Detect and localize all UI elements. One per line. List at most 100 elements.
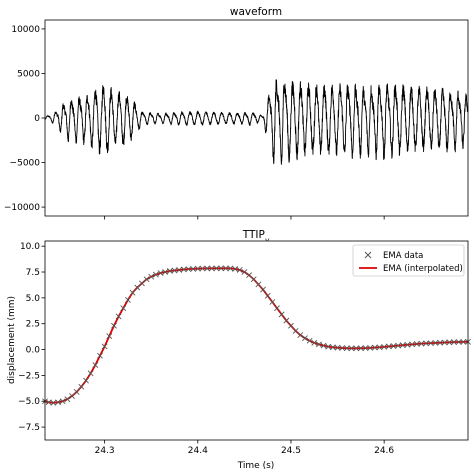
ema-data-point bbox=[367, 344, 374, 351]
ema-data-point bbox=[106, 333, 113, 340]
ema-data-point bbox=[101, 343, 108, 350]
ema-data-point bbox=[97, 352, 103, 359]
ttip-x-tick-label: 24.3 bbox=[95, 446, 115, 456]
ema-data-point bbox=[255, 281, 262, 288]
ema-data-point bbox=[297, 332, 304, 338]
ema-data-point bbox=[371, 344, 378, 351]
ema-data-point bbox=[176, 267, 183, 273]
ema-data-point bbox=[222, 265, 229, 272]
ema-data-point bbox=[283, 317, 290, 324]
ema-data-point bbox=[409, 341, 416, 348]
ema-data-point bbox=[264, 292, 271, 299]
ttip-y-tick-label: −7.5 bbox=[18, 423, 40, 433]
ttip-y-tick-label: 7.5 bbox=[26, 268, 40, 278]
ema-data-point bbox=[343, 345, 350, 352]
ema-data-point bbox=[162, 269, 169, 275]
ema-data-point bbox=[241, 269, 248, 275]
ema-data-point bbox=[353, 345, 360, 352]
ema-data-point bbox=[446, 339, 453, 346]
ema-data-point bbox=[427, 340, 434, 347]
ema-data-point bbox=[362, 345, 369, 352]
ema-data-point bbox=[246, 272, 252, 279]
ttip-frame bbox=[44, 240, 469, 441]
waveform-plot bbox=[44, 79, 469, 165]
legend-label-ema-interpolated: EMA (interpolated) bbox=[383, 264, 463, 274]
ema-data-point bbox=[381, 343, 388, 350]
waveform-y-tick-label: 5000 bbox=[17, 69, 40, 79]
ema-data-point bbox=[199, 265, 206, 272]
ema-data-point bbox=[120, 305, 127, 312]
ema-data-point bbox=[292, 328, 299, 334]
ema-data-point bbox=[152, 271, 159, 278]
ema-data-point bbox=[316, 341, 322, 348]
ttip-y-tick-label: −2.5 bbox=[18, 371, 40, 381]
ema-data-point bbox=[111, 322, 117, 329]
ema-data-point bbox=[59, 398, 66, 405]
ttip-x-tick-label: 24.5 bbox=[281, 446, 301, 456]
legend-box bbox=[352, 244, 465, 277]
ema-data-point bbox=[50, 399, 57, 406]
ema-data-point bbox=[404, 341, 411, 348]
ema-data-point bbox=[455, 339, 462, 345]
ema-data-point bbox=[129, 289, 136, 296]
ema-data-point bbox=[357, 345, 364, 352]
waveform-y-tick-label: 0 bbox=[34, 114, 40, 124]
ttip-y-tick-label: 5.0 bbox=[26, 294, 41, 304]
ema-data-point bbox=[87, 370, 94, 377]
ttip-plot bbox=[42, 265, 471, 406]
ema-data-point bbox=[45, 399, 52, 406]
ema-data-point bbox=[236, 267, 243, 273]
ttip-axes: 10.0 7.5 5.0 2.5 0.0 −2.5 −5.0 −7.5 24.3 24.4 24.5… bbox=[18, 242, 394, 456]
ema-data-point bbox=[413, 341, 420, 347]
ema-data-point bbox=[125, 297, 131, 303]
ema-data-point bbox=[232, 265, 238, 272]
ema-data-point bbox=[250, 276, 257, 283]
waveform-line bbox=[44, 79, 469, 165]
ema-data-point bbox=[55, 399, 61, 406]
ema-data-point bbox=[115, 313, 122, 320]
ema-data-point bbox=[185, 266, 192, 273]
ema-data-point bbox=[78, 383, 85, 390]
ema-data-point bbox=[418, 340, 425, 347]
ema-data-point bbox=[390, 343, 397, 349]
ema-data-point bbox=[73, 389, 80, 395]
ema-data-point bbox=[348, 345, 355, 352]
ema-data-point bbox=[395, 342, 402, 349]
x-axis-label: Time (s) bbox=[237, 461, 275, 471]
waveform-title: waveform bbox=[230, 6, 282, 18]
ema-data-point bbox=[311, 339, 318, 346]
ema-data-point bbox=[269, 299, 276, 305]
ttip-x-tick-label: 24.6 bbox=[374, 446, 394, 456]
ema-data-point bbox=[376, 344, 383, 351]
ema-data-point bbox=[288, 322, 294, 329]
ttip-y-tick-label: 10.0 bbox=[20, 242, 40, 252]
ema-data-point bbox=[204, 265, 211, 272]
ema-data-point bbox=[218, 265, 225, 272]
ema-data-point bbox=[171, 267, 178, 274]
ttip-y-tick-label: 2.5 bbox=[26, 320, 40, 330]
ema-data-point bbox=[325, 343, 332, 350]
ema-data-point bbox=[180, 266, 187, 273]
ema-data-point bbox=[138, 280, 145, 287]
ema-data-point bbox=[143, 276, 150, 283]
ttip-y-tick-label: 0.0 bbox=[26, 346, 41, 356]
waveform-panel: waveform 10000 5000 0 −5000 −10000 bbox=[4, 6, 469, 220]
ema-data-point bbox=[451, 339, 457, 346]
ema-data-point bbox=[134, 284, 141, 291]
legend-label-ema-data: EMA data bbox=[383, 251, 423, 261]
waveform-y-tick-label: 10000 bbox=[11, 25, 40, 35]
ema-data-point bbox=[194, 265, 201, 272]
ema-data-point bbox=[208, 265, 215, 272]
ema-data-point bbox=[148, 273, 155, 280]
ema-data-point bbox=[83, 377, 89, 384]
ema-data-point bbox=[260, 286, 266, 293]
waveform-axes: 10000 5000 0 −5000 −10000 bbox=[4, 25, 385, 220]
ema-data-point bbox=[157, 270, 164, 276]
ema-data-point bbox=[339, 345, 346, 351]
ema-data-point bbox=[399, 342, 406, 349]
ema-data-point bbox=[320, 342, 327, 349]
ttip-panel: TTIPy 10.07.55.02.50.0−2.5−5.0−7.524.3 24… bbox=[7, 229, 471, 471]
ema-data-point bbox=[423, 340, 429, 347]
ema-data-point bbox=[190, 265, 197, 272]
